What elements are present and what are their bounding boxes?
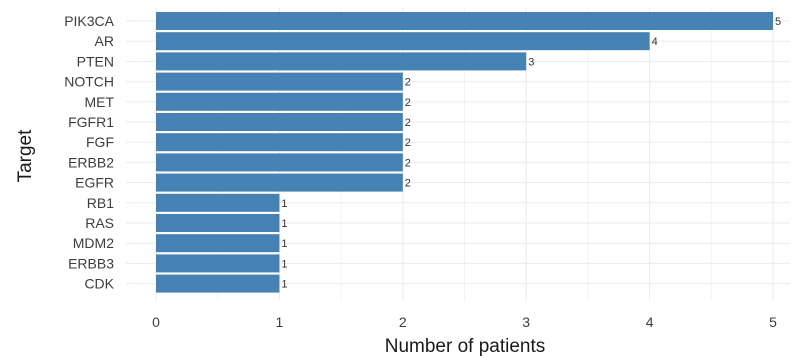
- bar-met: [156, 92, 403, 111]
- data-label-mdm2: 1: [281, 238, 287, 250]
- bar-rb1: [156, 193, 280, 212]
- x-tick-label-4: 4: [646, 314, 654, 330]
- category-label-cdk: CDK: [84, 276, 114, 292]
- bar-pten: [156, 52, 527, 71]
- data-label-pik3ca: 5: [775, 16, 781, 28]
- x-tick-label-3: 3: [522, 314, 530, 330]
- x-tick-label-2: 2: [399, 314, 407, 330]
- data-label-egfr: 2: [405, 178, 411, 190]
- bar-egfr: [156, 173, 403, 192]
- category-label-mdm2: MDM2: [73, 235, 114, 251]
- bar-ras: [156, 214, 280, 232]
- bar-notch: [156, 72, 403, 91]
- category-label-pik3ca: PIK3CA: [64, 13, 114, 29]
- category-label-ar: AR: [95, 33, 114, 49]
- data-labels: 5 4 3 2 2 2 2 2 2 1 1 1 1 1: [281, 16, 781, 291]
- bar-fgfr1: [156, 113, 403, 131]
- bar-mdm2: [156, 234, 280, 253]
- bar-cdk: [156, 274, 280, 293]
- data-label-cdk: 1: [281, 279, 287, 291]
- bars: [156, 12, 773, 293]
- category-label-erbb2: ERBB2: [68, 154, 114, 170]
- data-label-rb1: 1: [281, 198, 287, 210]
- bar-ar: [156, 32, 650, 51]
- data-label-fgfr1: 2: [405, 117, 411, 129]
- bar-erbb3: [156, 254, 280, 273]
- category-labels: PIK3CA AR PTEN NOTCH MET FGFR1 FGF ERBB2 EGFR RB1…: [64, 13, 114, 292]
- bar-erbb2: [156, 153, 403, 172]
- data-label-ar: 4: [652, 36, 658, 48]
- category-label-rb1: RB1: [87, 195, 114, 211]
- x-tick-label-5: 5: [769, 314, 777, 330]
- x-axis-title: Number of patients: [385, 336, 546, 357]
- category-label-notch: NOTCH: [64, 74, 114, 90]
- category-label-egfr: EGFR: [75, 175, 114, 191]
- x-tick-labels: 0 1 2 3 4 5: [152, 314, 777, 330]
- data-label-met: 2: [405, 97, 411, 109]
- category-label-erbb3: ERBB3: [68, 255, 114, 271]
- data-label-pten: 3: [528, 56, 534, 68]
- category-label-pten: PTEN: [77, 53, 114, 69]
- category-label-met: MET: [84, 94, 114, 110]
- category-label-fgf: FGF: [86, 134, 114, 150]
- y-axis-title: Target: [15, 129, 36, 183]
- bar-pik3ca: [156, 12, 773, 30]
- category-label-ras: RAS: [85, 215, 114, 231]
- x-tick-label-1: 1: [276, 314, 284, 330]
- x-tick-label-0: 0: [152, 314, 160, 330]
- data-label-ras: 1: [281, 218, 287, 230]
- data-label-erbb2: 2: [405, 157, 411, 169]
- data-label-notch: 2: [405, 77, 411, 89]
- bar-fgf: [156, 133, 403, 152]
- data-label-fgf: 2: [405, 137, 411, 149]
- category-label-fgfr1: FGFR1: [68, 114, 114, 130]
- data-label-erbb3: 1: [281, 258, 287, 270]
